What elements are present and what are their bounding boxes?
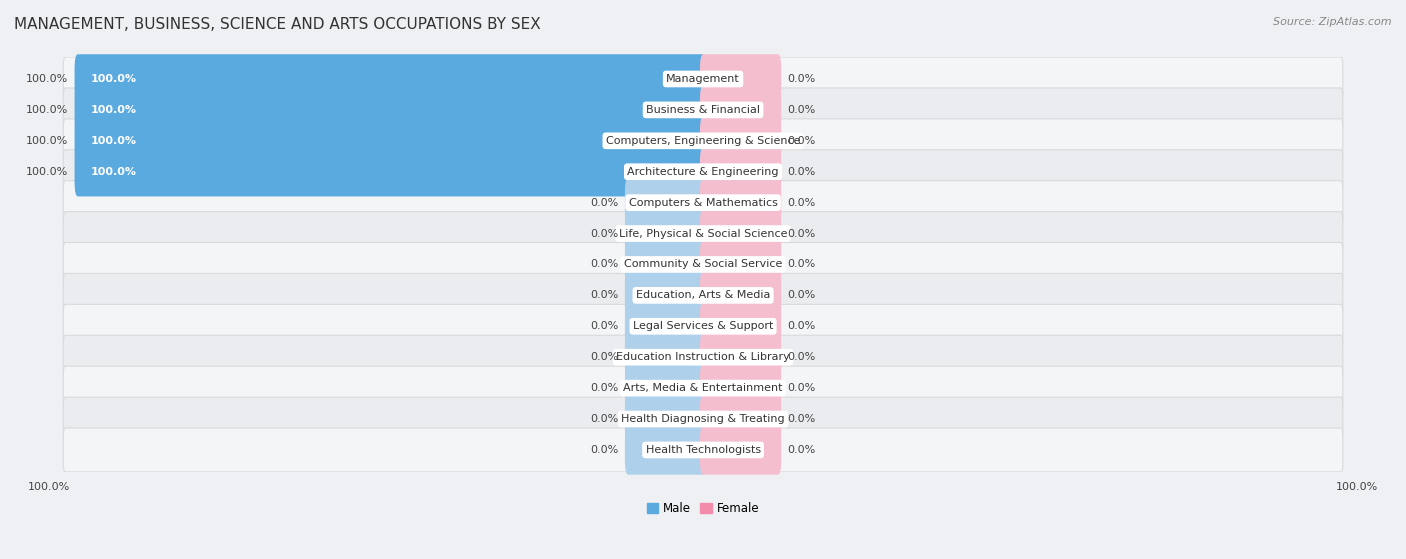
FancyBboxPatch shape: [624, 209, 706, 258]
Text: 0.0%: 0.0%: [787, 352, 815, 362]
Text: 0.0%: 0.0%: [591, 383, 619, 393]
Text: Education, Arts & Media: Education, Arts & Media: [636, 290, 770, 300]
Text: 100.0%: 100.0%: [27, 74, 69, 84]
Text: 0.0%: 0.0%: [591, 352, 619, 362]
FancyBboxPatch shape: [63, 88, 1343, 132]
Text: 0.0%: 0.0%: [591, 198, 619, 207]
Text: Community & Social Service: Community & Social Service: [624, 259, 782, 269]
Text: Arts, Media & Entertainment: Arts, Media & Entertainment: [623, 383, 783, 393]
FancyBboxPatch shape: [700, 147, 782, 196]
FancyBboxPatch shape: [700, 209, 782, 258]
Text: 0.0%: 0.0%: [591, 321, 619, 331]
FancyBboxPatch shape: [700, 54, 782, 104]
Text: 0.0%: 0.0%: [787, 321, 815, 331]
FancyBboxPatch shape: [63, 397, 1343, 441]
FancyBboxPatch shape: [75, 147, 706, 196]
Text: 0.0%: 0.0%: [787, 105, 815, 115]
Text: 0.0%: 0.0%: [787, 136, 815, 146]
Text: Source: ZipAtlas.com: Source: ZipAtlas.com: [1274, 17, 1392, 27]
Text: 100.0%: 100.0%: [90, 136, 136, 146]
FancyBboxPatch shape: [63, 212, 1343, 255]
FancyBboxPatch shape: [63, 304, 1343, 348]
Text: 0.0%: 0.0%: [787, 290, 815, 300]
FancyBboxPatch shape: [624, 363, 706, 413]
Text: 100.0%: 100.0%: [90, 105, 136, 115]
FancyBboxPatch shape: [700, 240, 782, 289]
FancyBboxPatch shape: [700, 301, 782, 351]
Text: 0.0%: 0.0%: [787, 229, 815, 239]
Text: 0.0%: 0.0%: [787, 383, 815, 393]
Text: 0.0%: 0.0%: [591, 290, 619, 300]
Text: 100.0%: 100.0%: [27, 136, 69, 146]
FancyBboxPatch shape: [624, 425, 706, 475]
FancyBboxPatch shape: [63, 335, 1343, 379]
FancyBboxPatch shape: [63, 119, 1343, 163]
FancyBboxPatch shape: [75, 85, 706, 135]
Text: 0.0%: 0.0%: [787, 74, 815, 84]
FancyBboxPatch shape: [63, 181, 1343, 225]
FancyBboxPatch shape: [63, 243, 1343, 286]
FancyBboxPatch shape: [700, 425, 782, 475]
FancyBboxPatch shape: [700, 333, 782, 382]
Text: Management: Management: [666, 74, 740, 84]
Text: Legal Services & Support: Legal Services & Support: [633, 321, 773, 331]
FancyBboxPatch shape: [700, 363, 782, 413]
FancyBboxPatch shape: [63, 428, 1343, 472]
FancyBboxPatch shape: [624, 394, 706, 444]
FancyBboxPatch shape: [700, 271, 782, 320]
Text: 100.0%: 100.0%: [27, 167, 69, 177]
FancyBboxPatch shape: [624, 240, 706, 289]
Text: Computers, Engineering & Science: Computers, Engineering & Science: [606, 136, 800, 146]
Text: 0.0%: 0.0%: [591, 445, 619, 455]
FancyBboxPatch shape: [63, 366, 1343, 410]
Text: 0.0%: 0.0%: [787, 198, 815, 207]
FancyBboxPatch shape: [700, 116, 782, 165]
FancyBboxPatch shape: [63, 273, 1343, 318]
Legend: Male, Female: Male, Female: [641, 497, 765, 519]
Text: 0.0%: 0.0%: [591, 229, 619, 239]
Text: Computers & Mathematics: Computers & Mathematics: [628, 198, 778, 207]
FancyBboxPatch shape: [63, 57, 1343, 101]
Text: Life, Physical & Social Science: Life, Physical & Social Science: [619, 229, 787, 239]
Text: Health Technologists: Health Technologists: [645, 445, 761, 455]
FancyBboxPatch shape: [700, 85, 782, 135]
Text: 100.0%: 100.0%: [90, 74, 136, 84]
Text: 0.0%: 0.0%: [787, 414, 815, 424]
Text: 0.0%: 0.0%: [787, 445, 815, 455]
Text: MANAGEMENT, BUSINESS, SCIENCE AND ARTS OCCUPATIONS BY SEX: MANAGEMENT, BUSINESS, SCIENCE AND ARTS O…: [14, 17, 541, 32]
Text: 0.0%: 0.0%: [591, 414, 619, 424]
Text: 100.0%: 100.0%: [1336, 482, 1378, 492]
FancyBboxPatch shape: [75, 116, 706, 165]
FancyBboxPatch shape: [75, 54, 706, 104]
Text: 0.0%: 0.0%: [787, 167, 815, 177]
Text: Business & Financial: Business & Financial: [647, 105, 761, 115]
Text: Architecture & Engineering: Architecture & Engineering: [627, 167, 779, 177]
FancyBboxPatch shape: [624, 333, 706, 382]
Text: 100.0%: 100.0%: [28, 482, 70, 492]
Text: Education Instruction & Library: Education Instruction & Library: [616, 352, 790, 362]
FancyBboxPatch shape: [624, 301, 706, 351]
Text: 0.0%: 0.0%: [591, 259, 619, 269]
FancyBboxPatch shape: [700, 178, 782, 228]
Text: 0.0%: 0.0%: [787, 259, 815, 269]
Text: 100.0%: 100.0%: [27, 105, 69, 115]
FancyBboxPatch shape: [624, 178, 706, 228]
Text: Health Diagnosing & Treating: Health Diagnosing & Treating: [621, 414, 785, 424]
Text: 100.0%: 100.0%: [90, 167, 136, 177]
FancyBboxPatch shape: [700, 394, 782, 444]
FancyBboxPatch shape: [624, 271, 706, 320]
FancyBboxPatch shape: [63, 150, 1343, 193]
